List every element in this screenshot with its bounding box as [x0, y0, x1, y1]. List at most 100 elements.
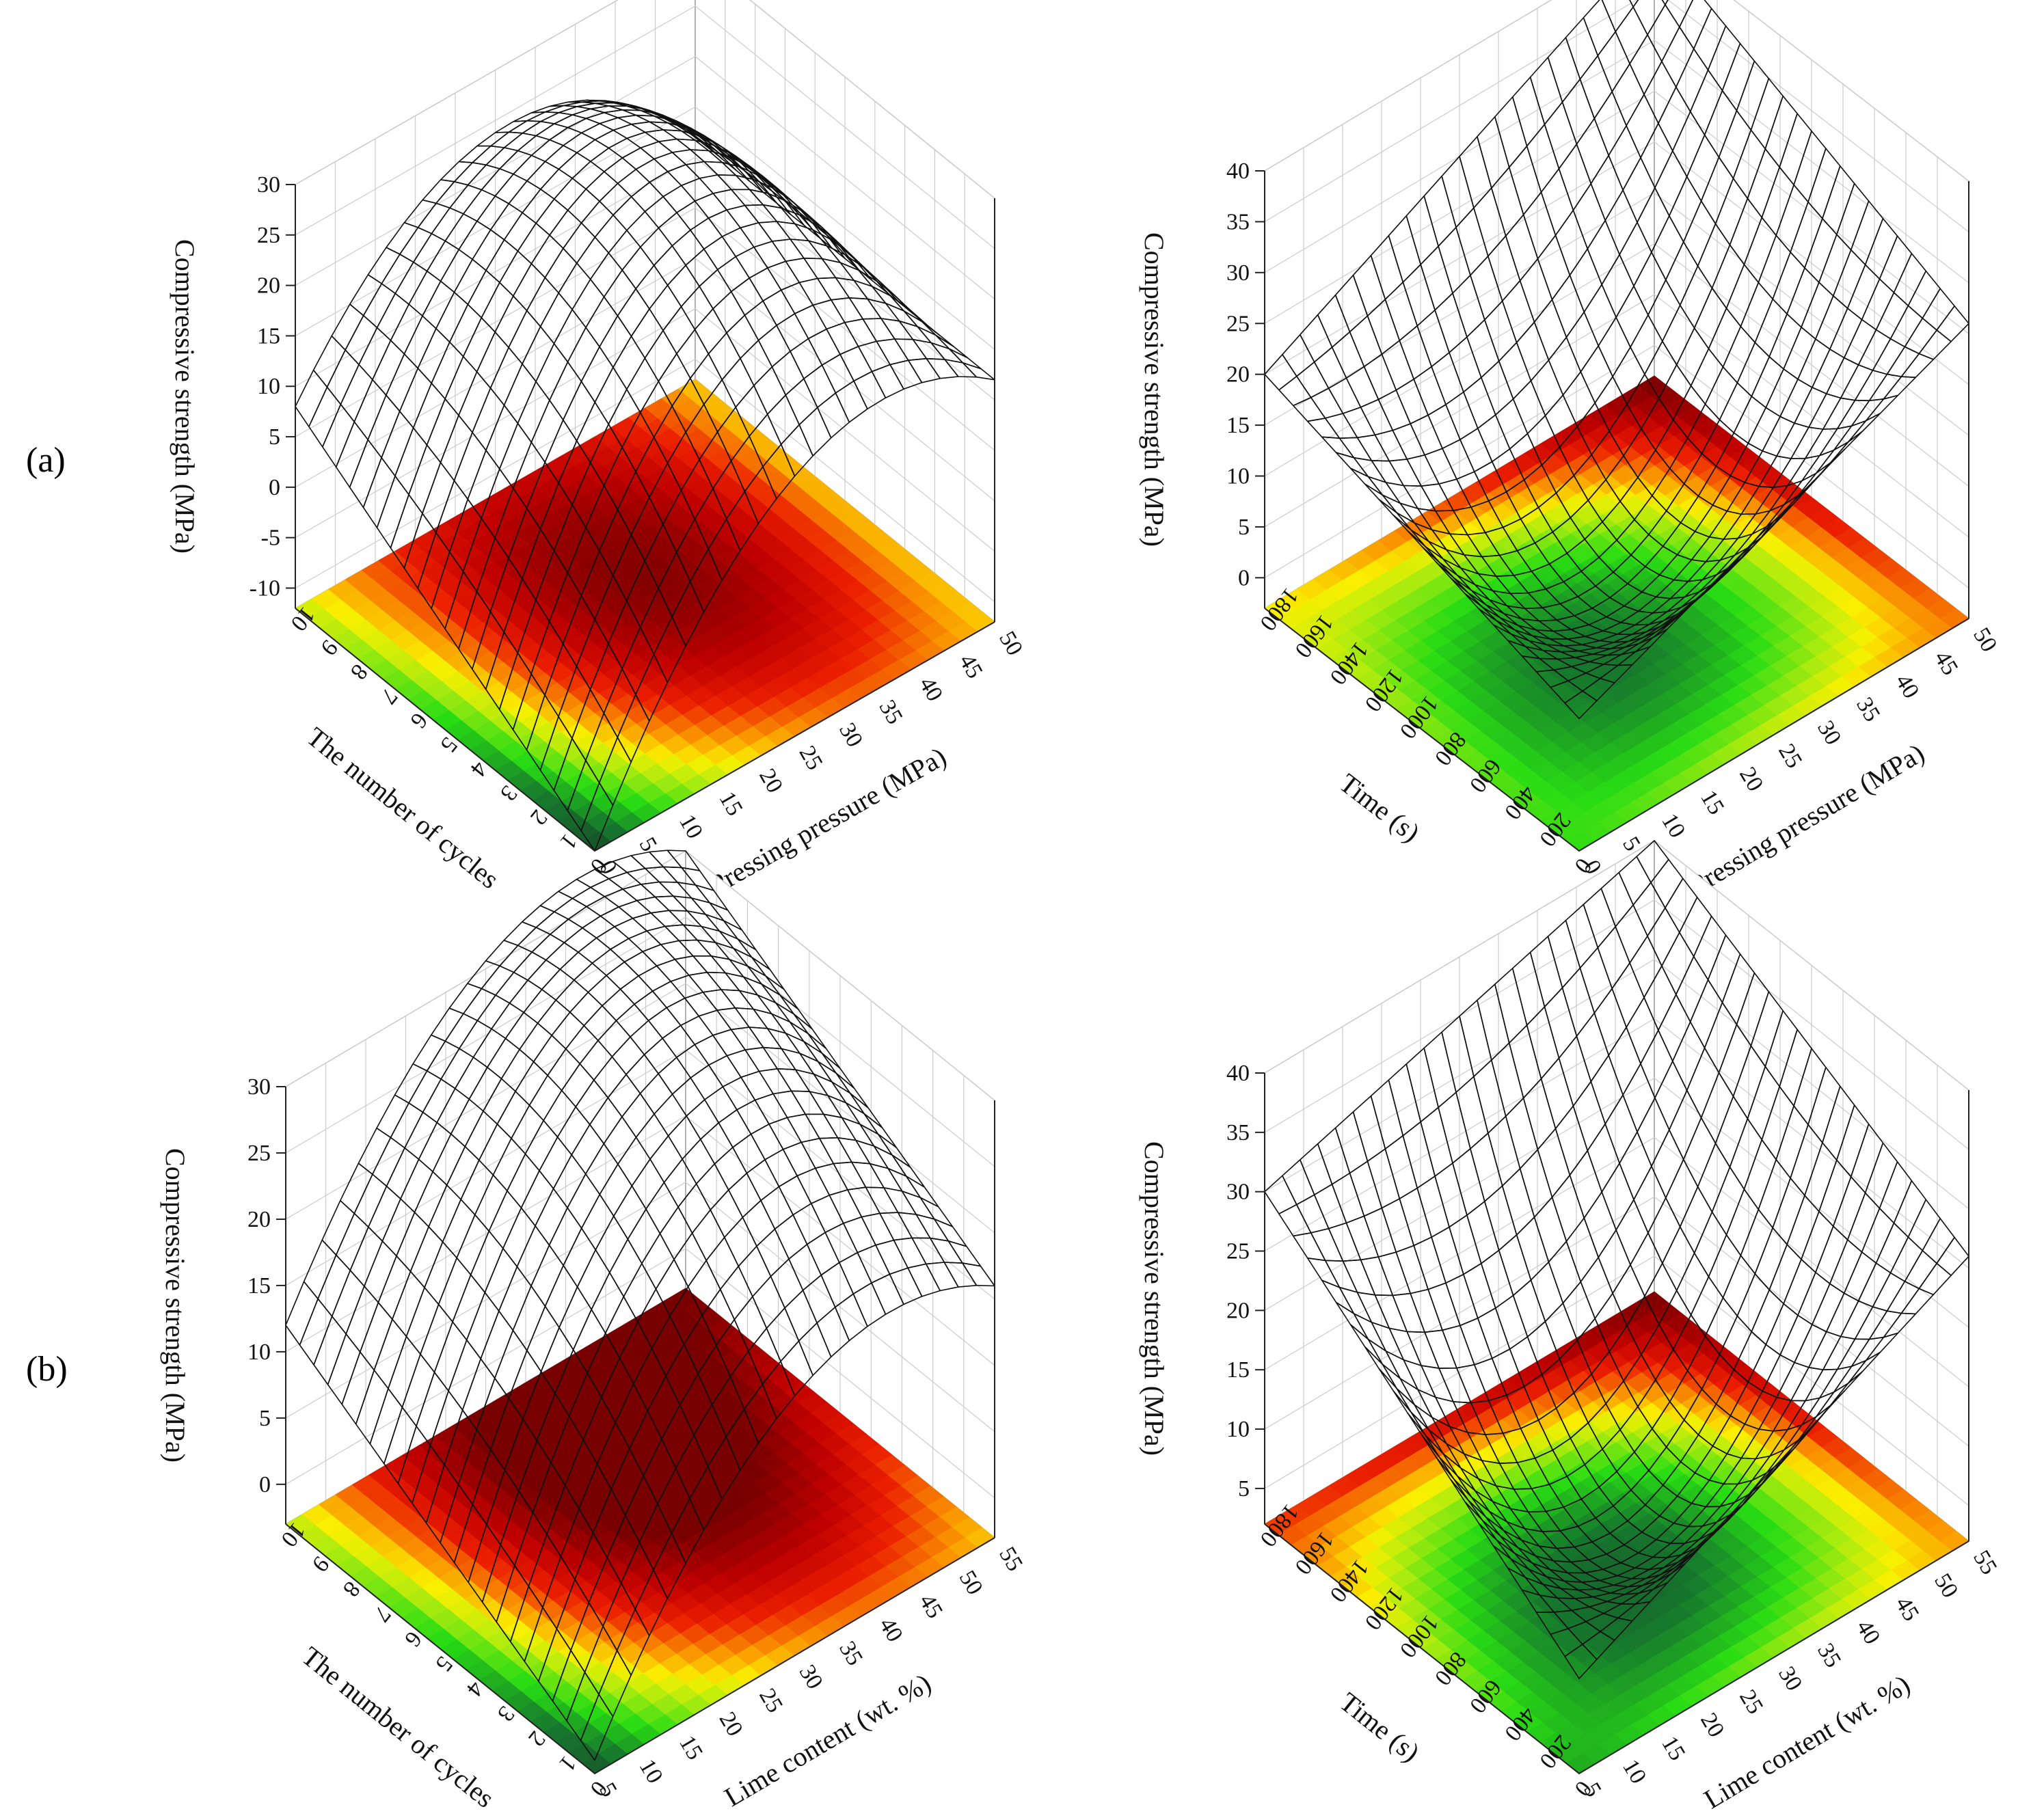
x-tick-label: 50 — [1968, 623, 2002, 656]
wall-grid — [1264, 0, 1969, 595]
wall-grid — [285, 850, 995, 1513]
response-surface — [295, 99, 995, 852]
z-tick-label: 15 — [1226, 413, 1250, 438]
x-tick-label: 30 — [1812, 716, 1846, 749]
x-tick-label: 15 — [674, 1731, 708, 1764]
z-tick-label: 5 — [269, 424, 280, 450]
x-tick-label: 20 — [1734, 763, 1768, 796]
x-tick-label: 45 — [1890, 1592, 1924, 1625]
z-tick-label: 10 — [257, 374, 280, 399]
surface-plot-b-cycles-lime: 0 5 10 15 20 25 30 Compressive strength (MPa) 5 1… — [160, 850, 1027, 1814]
z-tick-label: -10 — [250, 575, 280, 601]
response-surface — [1264, 840, 1969, 1679]
x-tick-label: 25 — [754, 1684, 788, 1717]
x-tick-label: 20 — [714, 1708, 748, 1741]
z-tick-label: 0 — [259, 1472, 271, 1497]
x-tick-label: 25 — [794, 742, 828, 774]
z-tick-label: 0 — [269, 475, 280, 500]
x-tick-label: 35 — [834, 1637, 867, 1670]
x-tick-label: 50 — [994, 627, 1027, 660]
z-tick-label: 25 — [1226, 311, 1250, 336]
x-tick-label: 25 — [1773, 739, 1807, 772]
x-tick-label: 20 — [754, 765, 788, 798]
x-tick-label: 10 — [674, 811, 708, 843]
z-tick-label: 30 — [257, 172, 280, 198]
x-tick-label: 30 — [794, 1661, 828, 1694]
x-axis-title: Lime content (wt. %) — [719, 1668, 937, 1813]
z-tick-label: 20 — [257, 273, 280, 299]
z-axis-title: Compressive strength (MPa) — [170, 239, 200, 554]
x-tick-label: 45 — [914, 1590, 947, 1622]
y-axis-title: Time (s) — [1334, 1686, 1425, 1767]
z-tick-label: -5 — [261, 526, 280, 551]
wall-grid — [295, 0, 995, 602]
z-tick-label: 30 — [1226, 260, 1250, 286]
x-tick-label: 35 — [1851, 693, 1885, 726]
x-tick-label: 25 — [1734, 1685, 1768, 1718]
x-tick-label: 55 — [994, 1543, 1027, 1575]
floor-contour-map — [295, 379, 995, 852]
z-tick-label: 15 — [257, 323, 280, 349]
x-tick-label: 50 — [954, 1566, 988, 1599]
x-tick-label: 40 — [874, 1614, 908, 1646]
z-tick-label: 30 — [247, 1074, 271, 1100]
x-tick-label: 40 — [914, 673, 947, 706]
x-tick-label: 50 — [1929, 1569, 1963, 1602]
z-axis-title: Compressive strength (MPa) — [160, 1148, 191, 1463]
y-axis-title: Time (s) — [1334, 768, 1426, 848]
back-walls — [1264, 0, 1969, 620]
row-label-b: (b) — [26, 1350, 68, 1389]
z-tick-label: 15 — [1226, 1357, 1250, 1383]
z-tick-label: 40 — [1226, 1061, 1250, 1086]
x-tick-label: 40 — [1851, 1616, 1885, 1648]
z-tick-labels: 0 5 10 15 20 25 30 — [247, 1074, 286, 1497]
z-tick-label: 5 — [259, 1406, 271, 1431]
z-tick-label: 35 — [1226, 1120, 1250, 1145]
x-tick-label: 55 — [1968, 1546, 2002, 1579]
z-tick-label: 30 — [1226, 1180, 1250, 1205]
x-tick-label: 15 — [1695, 786, 1729, 819]
floor-contour-map — [1264, 1291, 1969, 1774]
x-tick-label: 45 — [954, 650, 988, 683]
z-tick-label: 10 — [1226, 464, 1250, 489]
z-tick-label: 25 — [257, 223, 280, 248]
z-tick-labels: 0 5 10 15 20 25 30 35 40 — [1226, 159, 1265, 590]
x-tick-label: 20 — [1695, 1709, 1729, 1741]
x-tick-label: 15 — [714, 787, 748, 820]
back-walls — [295, 0, 995, 623]
x-tick-label: 30 — [1773, 1662, 1807, 1695]
z-tick-label: 35 — [1226, 209, 1250, 234]
x-tick-label: 10 — [634, 1755, 668, 1788]
x-tick-label: 45 — [1929, 647, 1963, 679]
x-tick-label: 35 — [1812, 1639, 1846, 1672]
z-tick-label: 20 — [247, 1207, 271, 1232]
x-tick-label: 30 — [834, 719, 867, 752]
z-tick-label: 10 — [247, 1340, 271, 1365]
response-surface — [285, 850, 995, 1761]
z-tick-label: 15 — [247, 1273, 271, 1299]
x-tick-label: 10 — [1656, 809, 1690, 842]
x-tick-label: 10 — [1617, 1755, 1651, 1788]
row-label-a: (a) — [26, 441, 66, 480]
x-tick-label: 15 — [1656, 1732, 1690, 1765]
axis-frame — [285, 1087, 995, 1775]
z-tick-label: 25 — [1226, 1239, 1250, 1264]
x-tick-label: 35 — [874, 696, 908, 729]
z-tick-labels: -10 -5 0 5 10 15 20 25 30 — [250, 172, 295, 601]
z-tick-label: 5 — [1238, 515, 1250, 540]
axis-frame — [1264, 1073, 1969, 1775]
z-axis-title: Compressive strength (MPa) — [1139, 1141, 1170, 1456]
response-surface — [1264, 0, 1969, 720]
z-axis-title: Compressive strength (MPa) — [1139, 232, 1170, 547]
z-tick-labels: 5 10 15 20 25 30 35 40 — [1226, 1061, 1265, 1502]
x-tick-label: 40 — [1890, 670, 1924, 703]
x-axis-title: Lime content (wt. %) — [1699, 1668, 1915, 1815]
z-tick-label: 0 — [1238, 565, 1250, 590]
z-tick-label: 40 — [1226, 159, 1250, 184]
z-tick-label: 25 — [247, 1141, 271, 1166]
z-tick-label: 20 — [1226, 362, 1250, 388]
